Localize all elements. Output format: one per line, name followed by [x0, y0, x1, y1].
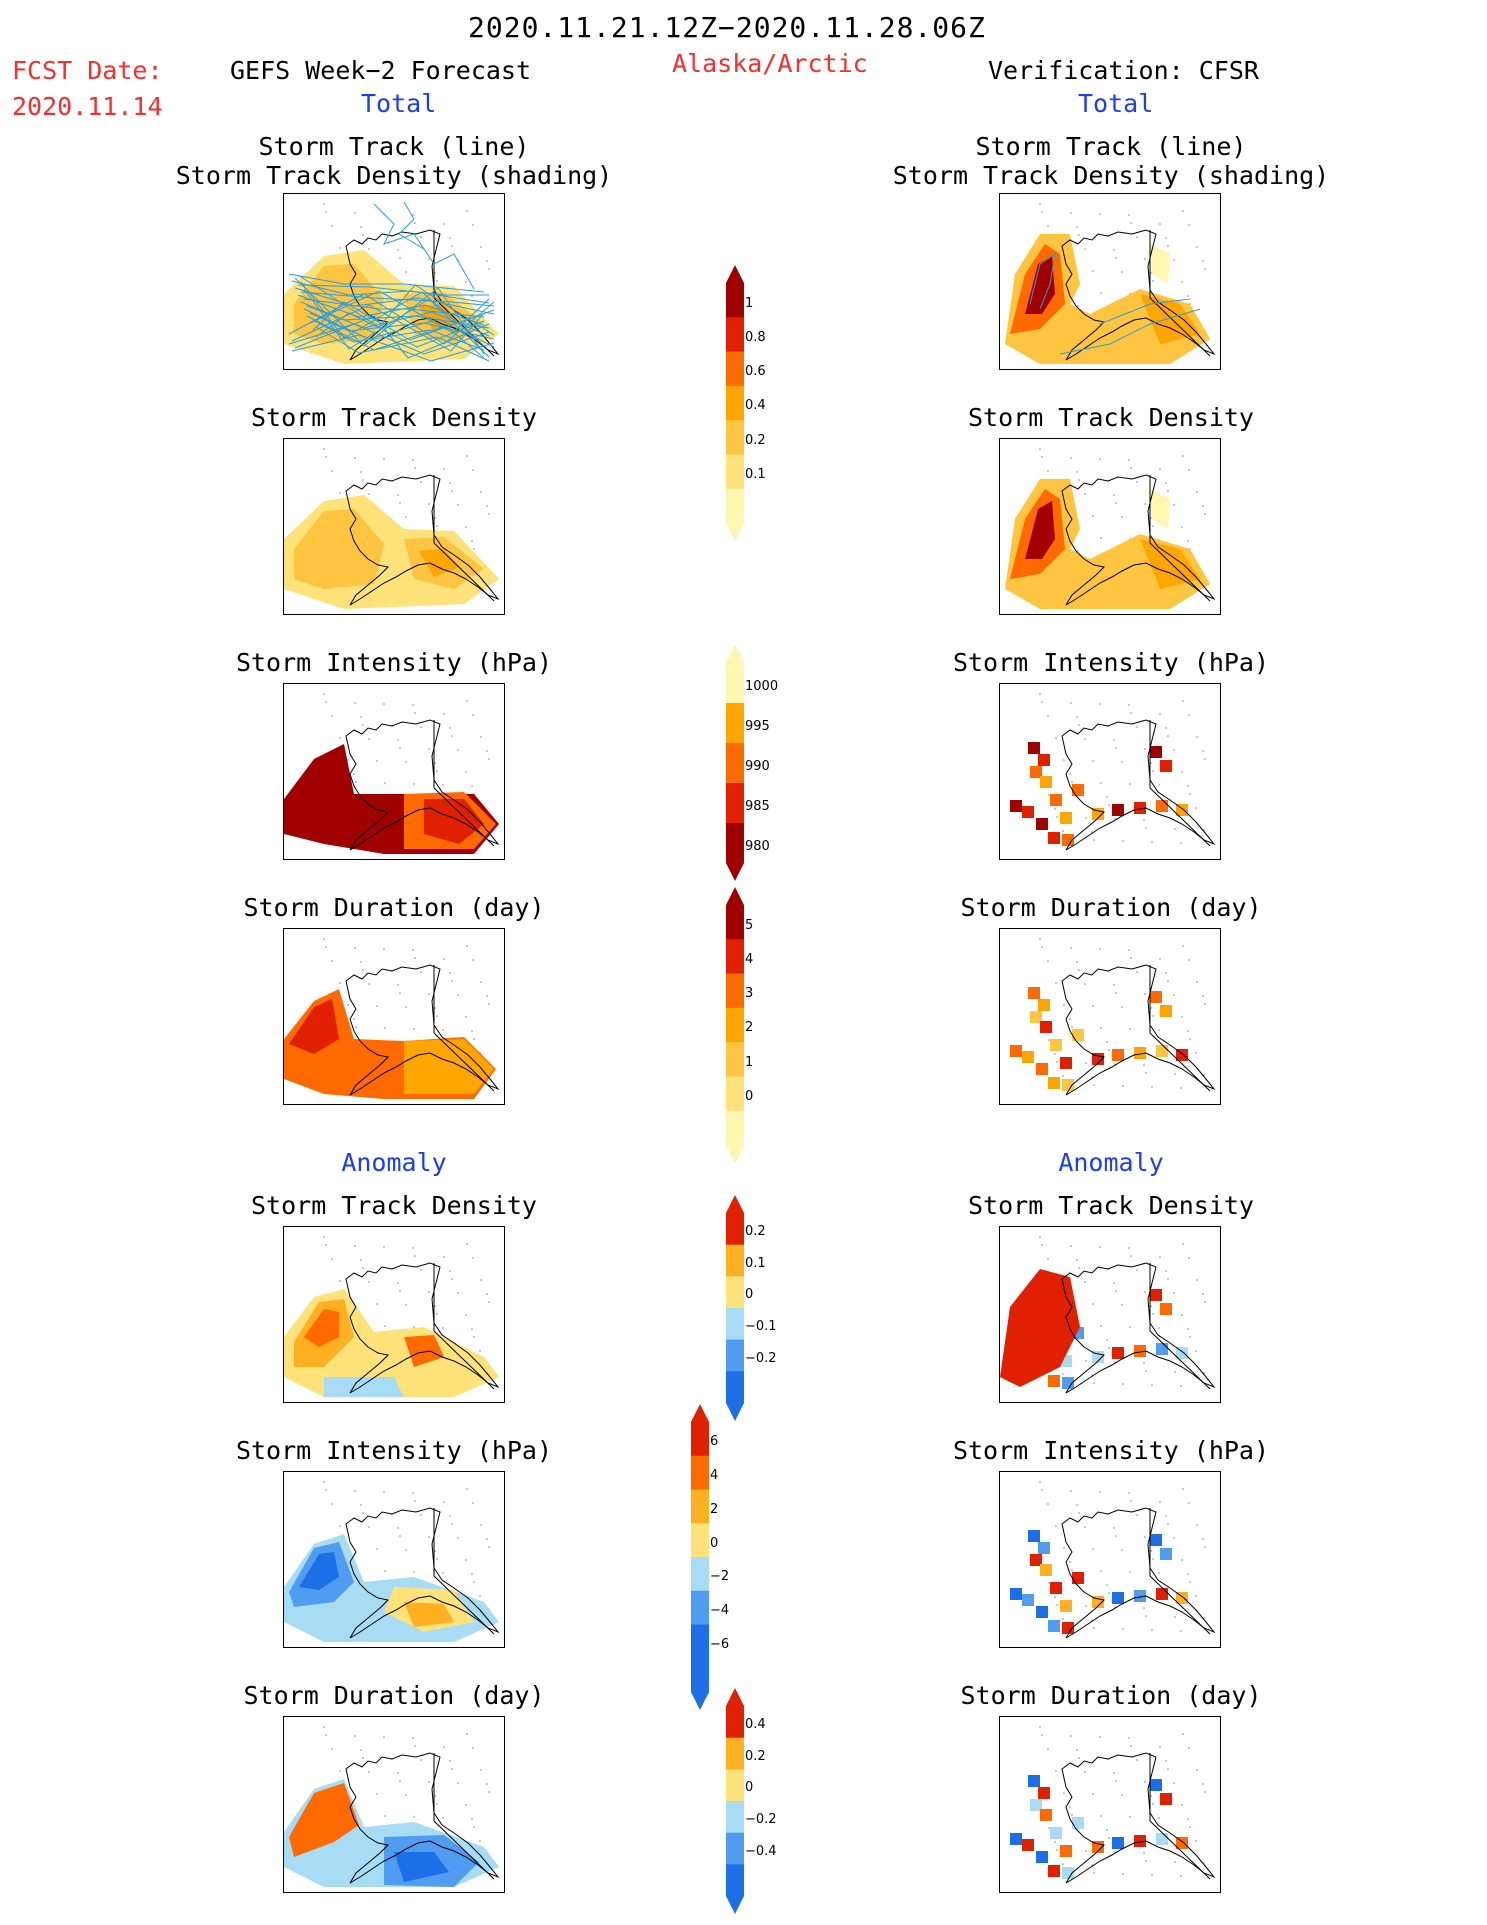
- map-fcst-anom-intensity: [283, 1471, 505, 1648]
- colorbar-tick-label: 0.1: [745, 1255, 766, 1271]
- colorbar-tick-label: 985: [745, 799, 770, 814]
- right-anomaly-label: Anomaly: [1058, 1148, 1164, 1177]
- colorbar-tick-label: 4: [710, 1468, 719, 1483]
- right-duration-title: Storm Duration (day): [960, 893, 1262, 922]
- colorbar-duration-anom: 0.4 0.2 0 −0.2 −0.4: [723, 1686, 783, 1916]
- map-verif-anom-duration: [999, 1716, 1221, 1893]
- colorbar-tick-label: 1: [745, 1054, 754, 1070]
- colorbar-tick-label: 4: [745, 951, 754, 967]
- colorbar-tick-label: −6: [710, 1636, 730, 1652]
- colorbar-intensity-total: 1000 995 990 985 980: [723, 643, 783, 883]
- colorbar-tick-label: −2: [710, 1569, 730, 1585]
- colorbar-tick-label: 0: [710, 1535, 719, 1551]
- region-label: Alaska/Arctic: [672, 49, 868, 78]
- colorbar-tick-label: 6: [710, 1434, 719, 1450]
- left-column-title: GEFS Week−2 Forecast: [230, 56, 532, 85]
- left-track-line-title: Storm Track (line) Storm Track Density (…: [175, 132, 613, 190]
- map-verif-duration: [999, 928, 1221, 1105]
- right-anom-density-title: Storm Track Density: [968, 1191, 1254, 1220]
- left-density-title: Storm Track Density: [251, 403, 537, 432]
- right-intensity-title: Storm Intensity (hPa): [952, 648, 1270, 677]
- left-total-label: Total: [361, 89, 437, 118]
- colorbar-tick-label: −0.2: [745, 1812, 777, 1827]
- right-anom-intensity-title: Storm Intensity (hPa): [952, 1436, 1270, 1465]
- colorbar-tick-label: 0: [745, 1089, 754, 1104]
- right-total-label: Total: [1078, 89, 1154, 118]
- colorbar-tick-label: 0.2: [745, 1224, 766, 1239]
- colorbar-tick-label: 995: [745, 719, 770, 734]
- left-anom-intensity-title: Storm Intensity (hPa): [235, 1436, 553, 1465]
- left-anomaly-label: Anomaly: [341, 1148, 447, 1177]
- colorbar-duration-total: 5 4 3 2 1 0: [723, 885, 783, 1165]
- colorbar-tick-label: 1000: [745, 679, 779, 694]
- map-verif-anom-intensity: [999, 1471, 1221, 1648]
- colorbar-intensity-anom: 6 4 2 0 −2 −4 −6: [688, 1402, 748, 1712]
- date-range-title: 2020.11.21.12Z−2020.11.28.06Z: [468, 11, 986, 44]
- left-anom-density-title: Storm Track Density: [251, 1191, 537, 1220]
- map-fcst-duration: [283, 928, 505, 1105]
- colorbar-density-total: 1 0.8 0.6 0.4 0.2 0.1: [723, 263, 783, 543]
- right-column-title: Verification: CFSR: [988, 56, 1259, 85]
- colorbar-tick-label: 5: [745, 917, 754, 933]
- colorbar-tick-label: 0: [745, 1287, 754, 1303]
- map-fcst-density: [283, 438, 505, 615]
- colorbar-tick-label: 980: [745, 839, 770, 854]
- colorbar-tick-label: 0.1: [745, 467, 766, 482]
- left-duration-title: Storm Duration (day): [243, 893, 545, 922]
- colorbar-tick-label: −0.1: [745, 1319, 777, 1334]
- colorbar-tick-label: 0: [745, 1780, 754, 1796]
- fcst-date-value: 2020.11.14: [12, 92, 163, 121]
- colorbar-density-anom: 0.2 0.1 0 −0.1 −0.2: [723, 1193, 783, 1423]
- colorbar-tick-label: 990: [745, 759, 770, 774]
- colorbar-tick-label: 0.2: [745, 432, 766, 448]
- left-intensity-title: Storm Intensity (hPa): [235, 648, 553, 677]
- colorbar-tick-label: 0.4: [745, 398, 766, 414]
- colorbar-tick-label: 0.2: [745, 1748, 766, 1764]
- map-verif-intensity: [999, 683, 1221, 860]
- map-verif-density: [999, 438, 1221, 615]
- colorbar-tick-label: 0.6: [745, 364, 766, 380]
- right-anom-duration-title: Storm Duration (day): [960, 1681, 1262, 1710]
- right-track-line-title: Storm Track (line) Storm Track Density (…: [892, 132, 1330, 190]
- colorbar-tick-label: −0.2: [745, 1350, 777, 1366]
- colorbar-tick-label: −0.4: [745, 1843, 777, 1859]
- map-verif-anom-density: [999, 1226, 1221, 1403]
- colorbar-tick-label: 2: [710, 1501, 719, 1517]
- colorbar-tick-label: 0.8: [745, 329, 766, 345]
- map-fcst-anom-density: [283, 1226, 505, 1403]
- right-density-title: Storm Track Density: [968, 403, 1254, 432]
- left-anom-duration-title: Storm Duration (day): [243, 1681, 545, 1710]
- map-verif-track-line: [999, 193, 1221, 370]
- colorbar-tick-label: 3: [745, 986, 754, 1002]
- map-fcst-track-line: [283, 193, 505, 370]
- colorbar-tick-label: 0.4: [745, 1717, 766, 1732]
- map-fcst-intensity: [283, 683, 505, 860]
- fcst-date-label: FCST Date:: [12, 56, 163, 85]
- colorbar-tick-label: −4: [710, 1603, 730, 1618]
- colorbar-tick-label: 2: [745, 1020, 754, 1036]
- colorbar-tick-label: 1: [745, 295, 754, 311]
- map-fcst-anom-duration: [283, 1716, 505, 1893]
